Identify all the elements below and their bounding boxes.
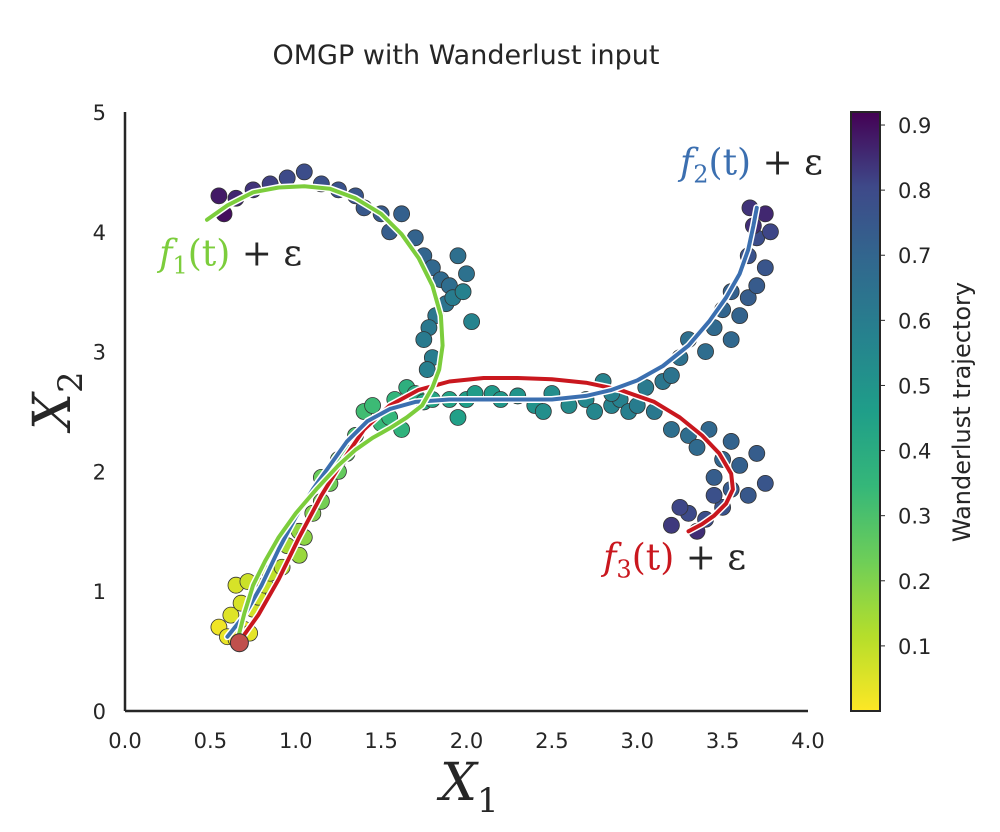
data-point [722,331,740,349]
data-point [748,445,766,462]
colorbar [850,111,881,712]
data-point [222,606,240,624]
data-point [697,343,714,361]
data-point [739,486,757,504]
series-label-arg: (t) [188,233,231,274]
y-tick-label: 5 [93,101,106,125]
series-label-sub: 2 [693,160,708,188]
y-tick-label: 2 [93,460,106,484]
data-point [756,474,774,492]
data-point [705,468,723,486]
series-label-sub: 3 [616,556,631,584]
start-point-layer [229,633,249,653]
data-point [454,283,472,301]
x-tick-label: 0.0 [108,729,141,753]
colorbar-tick-label: 0.8 [898,179,931,203]
y-tick-labels: 0 1 2 3 4 5 [93,101,106,724]
y-axis-label-subscript: 2 [51,371,91,393]
data-point [586,403,603,420]
data-point [722,433,740,450]
y-axis-label: X2 [23,371,91,434]
series-label-noise: + ε [751,142,823,183]
x-axis-label: X1 [436,753,499,821]
data-point [663,421,680,438]
data-point [364,397,381,414]
series-label-arg: (t) [632,538,675,579]
y-axis-label-main: X [23,391,83,434]
colorbar-tick-label: 0.6 [898,309,931,333]
curve-1 [205,184,445,642]
y-tick-label: 4 [93,221,106,245]
series-label-3: f3(t) + ε [600,538,746,584]
data-point [705,486,723,504]
data-point [295,163,313,181]
x-tick-label: 3.5 [706,729,739,753]
series-label-noise: + ε [230,233,302,274]
colorbar-tick-label: 0.4 [898,440,931,464]
x-tick-label: 3.0 [621,729,654,753]
x-tick-label: 0.5 [194,729,227,753]
function-labels: f1(t) + ε f2(t) + ε f3(t) + ε [156,142,823,583]
data-point [756,259,774,277]
curve-3 [239,376,735,642]
data-point [688,439,706,456]
colorbar-tick-labels: 0.1 0.2 0.3 0.4 0.5 0.6 0.7 0.8 0.9 [880,114,931,659]
data-point [415,331,433,349]
data-point [210,187,228,205]
y-tick-label: 3 [93,341,106,365]
y-axis-label-group: X2 [23,371,91,434]
colorbar-label-group: Wanderlust trajectory [948,282,976,542]
colorbar-tick-label: 0.7 [898,244,931,268]
data-point [731,307,749,325]
data-point [739,289,757,307]
trajectory-curves [203,182,761,643]
y-tick-label: 0 [93,700,106,724]
data-point [458,265,475,283]
x-tick-labels: 0.0 0.5 1.0 1.5 2.0 2.5 3.0 3.5 4.0 [108,729,824,753]
data-point [534,403,552,420]
data-point [449,409,467,426]
data-point [463,313,481,331]
colorbar-tick-label: 0.9 [898,114,931,138]
colorbar-tick-label: 0.5 [898,374,931,398]
series-label-sub: 1 [172,251,187,279]
data-point [671,498,689,516]
series-label-2: f2(t) + ε [677,142,823,188]
data-point [748,277,766,295]
series-label-1: f1(t) + ε [156,233,302,279]
x-axis-label-subscript: 1 [477,781,499,821]
start-point [229,633,249,653]
chart-title: OMGP with Wanderlust input [273,40,660,71]
x-axis-label-main: X [436,753,479,813]
x-tick-label: 4.0 [791,729,824,753]
x-tick-label: 1.0 [279,729,312,753]
x-tick-label: 1.5 [364,729,397,753]
colorbar-tick-label: 0.3 [898,505,931,529]
colorbar-tick-label: 0.2 [898,570,931,594]
data-point [393,205,411,223]
data-point [449,247,467,265]
colorbar-tick-label: 0.1 [898,635,931,659]
colorbar-label: Wanderlust trajectory [948,282,976,542]
data-point [663,516,680,534]
plot-axes [123,112,808,713]
series-label-arg: (t) [709,142,752,183]
x-tick-label: 2.5 [535,729,568,753]
data-point [762,223,779,241]
data-point [418,361,436,378]
colorbar-gradient [850,111,881,712]
y-tick-label: 1 [93,580,106,604]
data-point [663,367,680,384]
series-label-noise: + ε [674,538,746,579]
x-tick-label: 2.0 [450,729,483,753]
data-point [731,457,749,474]
